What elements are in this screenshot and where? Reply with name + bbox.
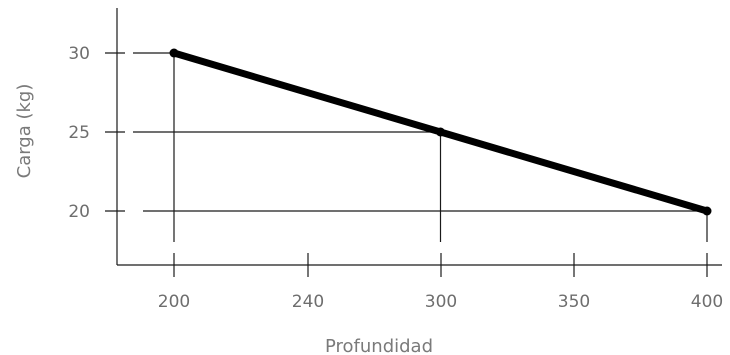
x-tick-label: 200 bbox=[158, 292, 190, 312]
data-point bbox=[702, 206, 712, 216]
y-tick-label: 25 bbox=[68, 123, 90, 143]
grid-layer bbox=[133, 52, 708, 242]
x-axis-title: Profundidad bbox=[325, 336, 433, 355]
data-point bbox=[169, 48, 179, 58]
x-tick-label: 240 bbox=[292, 292, 324, 312]
x-tick-label: 400 bbox=[691, 292, 723, 312]
y-tick-label: 20 bbox=[68, 202, 90, 222]
series-layer bbox=[169, 48, 712, 216]
axes bbox=[116, 8, 722, 266]
x-tick-label: 300 bbox=[425, 292, 457, 312]
y-tick-label: 30 bbox=[68, 44, 90, 64]
x-tick-label: 350 bbox=[558, 292, 590, 312]
data-point bbox=[436, 127, 445, 137]
y-axis-title: Carga (kg) bbox=[14, 84, 35, 179]
tick-layer: 200 240 300 350 400 20 25 30 bbox=[68, 44, 723, 312]
